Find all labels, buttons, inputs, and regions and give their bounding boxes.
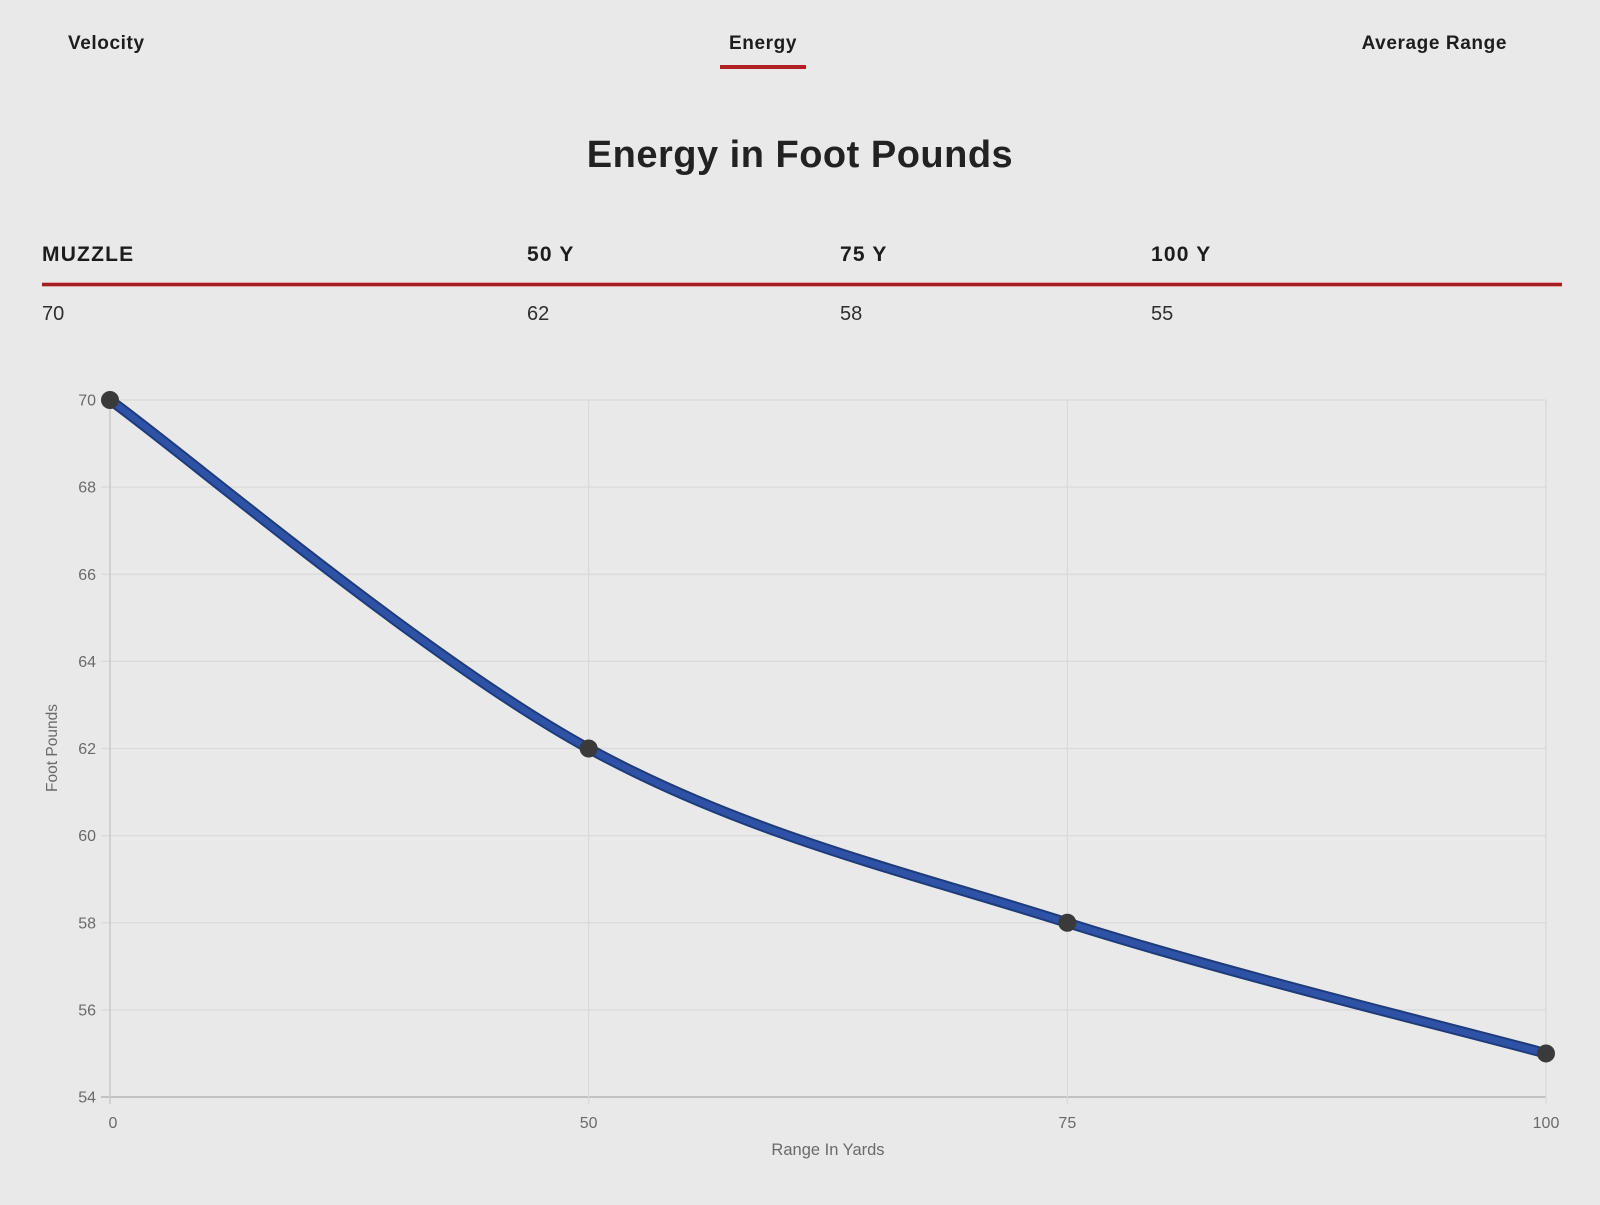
data-point-75[interactable] <box>1058 913 1077 932</box>
y-tick-label: 58 <box>78 915 96 932</box>
y-axis-title: Foot Pounds <box>44 704 61 792</box>
y-tick-label: 66 <box>78 567 96 584</box>
tab-velocity[interactable]: Velocity <box>68 33 145 54</box>
x-tick-label: 50 <box>580 1115 598 1132</box>
table-header-50y: 50 Y <box>527 243 575 266</box>
table-value-50y: 62 <box>527 303 550 325</box>
energy-line <box>106 396 1550 1057</box>
y-tick-label: 62 <box>78 741 96 758</box>
table-header-100y: 100 Y <box>1151 243 1212 266</box>
x-tick-label: 100 <box>1533 1115 1560 1132</box>
table-value-muzzle: 70 <box>42 303 65 325</box>
tab-average-range[interactable]: Average Range <box>1361 33 1507 54</box>
table-header-75y: 75 Y <box>840 243 888 266</box>
data-point-50[interactable] <box>579 739 598 758</box>
y-tick-label: 56 <box>78 1002 96 1019</box>
data-point-0[interactable] <box>101 391 119 409</box>
line-chart[interactable]: 54 56 58 60 62 64 66 68 70 0 50 75 100 Foot Pounds R… <box>0 380 1600 1200</box>
x-axis-title: Range In Yards <box>771 1141 884 1159</box>
energy-line-outline <box>104 394 1552 1059</box>
table-divider-line <box>42 283 1562 286</box>
tab-energy[interactable]: Energy <box>728 33 798 54</box>
data-point-100[interactable] <box>1537 1044 1555 1063</box>
y-tick-label: 60 <box>78 828 96 845</box>
tab-bar: Velocity Energy Average Range <box>0 0 1600 90</box>
x-tick-label: 0 <box>109 1115 118 1132</box>
page-title: Energy in Foot Pounds <box>586 134 1014 176</box>
active-tab-underline <box>720 65 806 69</box>
x-tick-label: 75 <box>1058 1115 1076 1132</box>
y-tick-label: 70 <box>78 393 96 410</box>
y-tick-label: 68 <box>78 480 96 497</box>
table-value-75y: 58 <box>840 303 863 325</box>
chart-canvas[interactable]: 54 56 58 60 62 64 66 68 70 0 50 75 100 Foot Pounds R… <box>0 380 1600 1200</box>
table-value-100y: 55 <box>1151 303 1174 325</box>
chart-plot-area: 54 56 58 60 62 64 66 68 70 0 50 75 100 <box>78 391 1559 1132</box>
y-tick-label: 64 <box>78 654 96 671</box>
y-tick-label: 54 <box>78 1090 96 1107</box>
table-header-muzzle: MUZZLE <box>42 243 135 266</box>
